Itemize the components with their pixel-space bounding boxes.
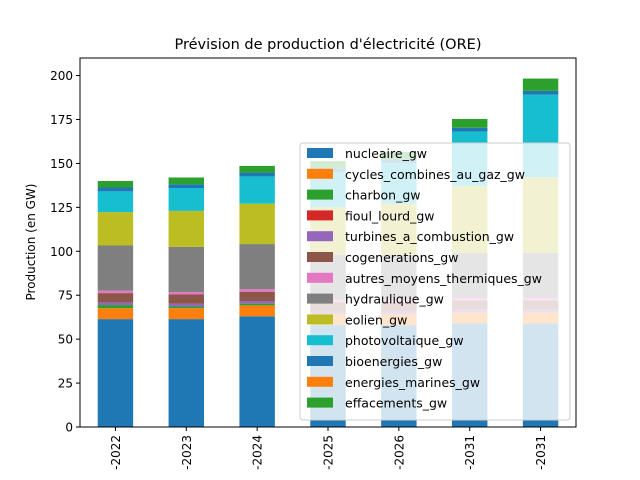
bar-segment-turbines-a-combustion-gw-1: [168, 303, 204, 307]
bar-segment-cogenerations-gw-0: [97, 293, 134, 303]
bar-segment-charbon-gw-2: [239, 303, 275, 306]
bar-segment-hydraulique-gw-0: [97, 245, 134, 291]
legend-label-cycles-combines-au-gaz-gw: cycles_combines_au_gaz_gw: [345, 167, 525, 182]
legend: nucleaire_gw cycles_combines_au_gaz_gwcha…: [299, 142, 571, 421]
legend-swatch-effacements-gw: [307, 397, 333, 408]
bar-segment-autres-moyens-thermiques-gw-2: [239, 289, 275, 292]
bar-segment-effacements-gw-0: [97, 181, 134, 188]
y-tick-label: 75: [58, 289, 73, 303]
legend-label-effacements-gw: effacements_gw: [345, 396, 447, 411]
bar-segment-effacements-gw-6: [522, 78, 559, 91]
x-tick-label: -2023: [180, 435, 194, 470]
bar-segment-bioenergies-gw-0: [97, 187, 134, 192]
bar-segment-cycles-combines-au-gaz-gw-0: [97, 308, 134, 320]
bar-segment-bioenergies-gw-1: [168, 184, 204, 189]
legend-swatch-nucleaire-gw: [307, 148, 333, 158]
legend-swatch-eolien-gw: [307, 314, 333, 325]
bar-segment-nucleaire-gw-0: [97, 319, 134, 427]
legend-swatch-energies-marines-gw: [307, 376, 333, 387]
legend-label-autres-moyens-thermiques-gw: autres_moyens_thermiques_gw: [345, 271, 542, 286]
bar-segment-effacements-gw-2: [239, 165, 275, 173]
legend-label-bioenergies-gw: bioenergies_gw: [345, 354, 442, 369]
chart-title: Prévision de production d'électricité (O…: [174, 37, 481, 53]
legend-label-turbines-a-combustion-gw: turbines_a_combustion_gw: [345, 229, 514, 244]
y-tick-label: 150: [50, 157, 73, 171]
bar-segment-nucleaire-gw-2: [239, 316, 275, 427]
legend-label-eolien-gw: eolien_gw: [345, 312, 407, 327]
legend-swatch-bioenergies-gw: [307, 356, 333, 366]
legend-swatch-turbines-a-combustion-gw: [307, 231, 333, 242]
y-tick-label: 50: [58, 333, 73, 347]
legend-label-hydraulique-gw: hydraulique_gw: [345, 292, 444, 307]
bar-segment-cycles-combines-au-gaz-gw-2: [239, 305, 275, 317]
legend-swatch-cycles-combines-au-gaz-gw: [307, 168, 333, 179]
y-axis-label: Production (en GW): [24, 184, 38, 301]
x-tick-label: -2025: [322, 435, 336, 470]
bar-segment-photovoltaique-gw-1: [168, 188, 204, 211]
y-tick-label: 0: [65, 421, 73, 435]
bar-segment-hydraulique-gw-1: [168, 246, 204, 293]
y-tick-label: 100: [50, 245, 73, 259]
x-tick-label: -2026: [392, 435, 406, 470]
bar-segment-bioenergies-gw-5: [452, 127, 488, 132]
legend-label-charbon-gw: charbon_gw: [345, 188, 421, 203]
y-tick-label: 200: [50, 69, 73, 83]
bar-segment-turbines-a-combustion-gw-0: [97, 302, 134, 306]
legend-swatch-hydraulique-gw: [307, 293, 333, 304]
x-ticks: -2022 -2023 -2024 -2025 -2026 -2031 -2031: [109, 427, 548, 470]
y-tick-label: 125: [50, 201, 73, 215]
bar-segment-hydraulique-gw-2: [239, 244, 275, 290]
bar-segment-autres-moyens-thermiques-gw-1: [168, 292, 204, 295]
y-tick-label: 25: [58, 377, 73, 391]
bar-segment-bioenergies-gw-2: [239, 172, 275, 177]
legend-label-energies-marines-gw: energies_marines_gw: [345, 375, 480, 390]
bar-segment-eolien-gw-0: [97, 212, 134, 246]
x-tick-label: -2022: [109, 435, 123, 470]
legend-label-cogenerations-gw: cogenerations_gw: [345, 250, 458, 265]
bar-segment-autres-moyens-thermiques-gw-0: [97, 290, 134, 294]
legend-swatch-autres-moyens-thermiques-gw: [307, 272, 333, 283]
legend-label-photovoltaique-gw: photovoltaique_gw: [345, 333, 464, 348]
legend-swatch-cogenerations-gw: [307, 252, 333, 262]
x-tick-label: -2024: [251, 435, 265, 470]
bar-segment-cycles-combines-au-gaz-gw-1: [168, 308, 204, 320]
x-tick-label: -2031: [534, 435, 548, 470]
bar-segment-cogenerations-gw-1: [168, 294, 204, 304]
bar-segment-effacements-gw-1: [168, 177, 204, 185]
bar-segment-turbines-a-combustion-gw-2: [239, 301, 275, 304]
bar-segment-charbon-gw-0: [97, 305, 134, 309]
legend-label-nucleaire-gw: nucleaire_gw: [345, 146, 427, 161]
bar-segment-eolien-gw-1: [168, 210, 204, 247]
legend-swatch-fioul-lourd-gw: [307, 210, 333, 221]
legend-label-fioul-lourd-gw: fioul_lourd_gw: [345, 208, 434, 223]
bar-segment-photovoltaique-gw-2: [239, 176, 275, 204]
bar-segment-photovoltaique-gw-0: [97, 191, 134, 213]
y-ticks: 0 25 50 75 100 125 150 175 200: [50, 69, 80, 435]
bar-segment-eolien-gw-2: [239, 203, 275, 245]
x-tick-label: -2031: [463, 435, 477, 470]
legend-box: [299, 142, 571, 421]
y-tick-label: 175: [50, 113, 73, 127]
bar-segment-cogenerations-gw-2: [239, 291, 275, 302]
bar-segment-nucleaire-gw-1: [168, 319, 204, 427]
bar-segment-bioenergies-gw-6: [522, 90, 559, 95]
bar-segment-charbon-gw-1: [168, 306, 204, 309]
bar-segment-effacements-gw-5: [452, 118, 488, 128]
legend-swatch-photovoltaique-gw: [307, 335, 333, 346]
legend-swatch-charbon-gw: [307, 189, 333, 200]
